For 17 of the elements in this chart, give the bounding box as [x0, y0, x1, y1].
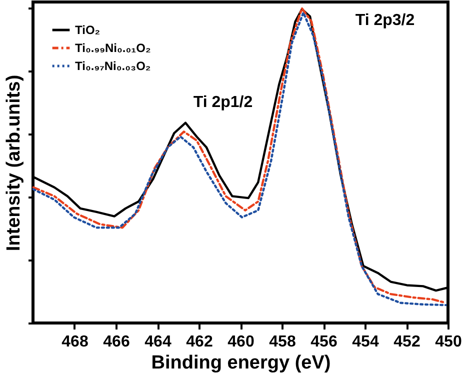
x-tick-label: 468 — [62, 334, 88, 350]
legend-label: TiO₂ — [75, 23, 100, 37]
x-tick-label: 462 — [186, 334, 213, 350]
x-tick-label: 464 — [144, 334, 172, 350]
x-axis-title: Binding energy (eV) — [151, 352, 331, 374]
x-tick-label: 450 — [435, 334, 462, 350]
y-axis-title: Intensity (arb.units) — [4, 74, 24, 252]
legend-label: Ti₀.₉₇Ni₀.₀₃O₂ — [75, 59, 151, 73]
x-tick-label: 454 — [352, 334, 379, 350]
x-tick-label: 452 — [394, 334, 420, 350]
x-tick-label: 466 — [103, 334, 130, 350]
legend-label: Ti₀.₉₉Ni₀.₀₁O₂ — [75, 41, 151, 55]
annotation: Ti 2p3/2 — [355, 12, 415, 29]
annotation: Ti 2p1/2 — [193, 94, 253, 111]
x-tick-label: 456 — [310, 334, 338, 350]
x-tick-label: 460 — [228, 334, 254, 350]
x-tick-label: 458 — [269, 334, 296, 350]
